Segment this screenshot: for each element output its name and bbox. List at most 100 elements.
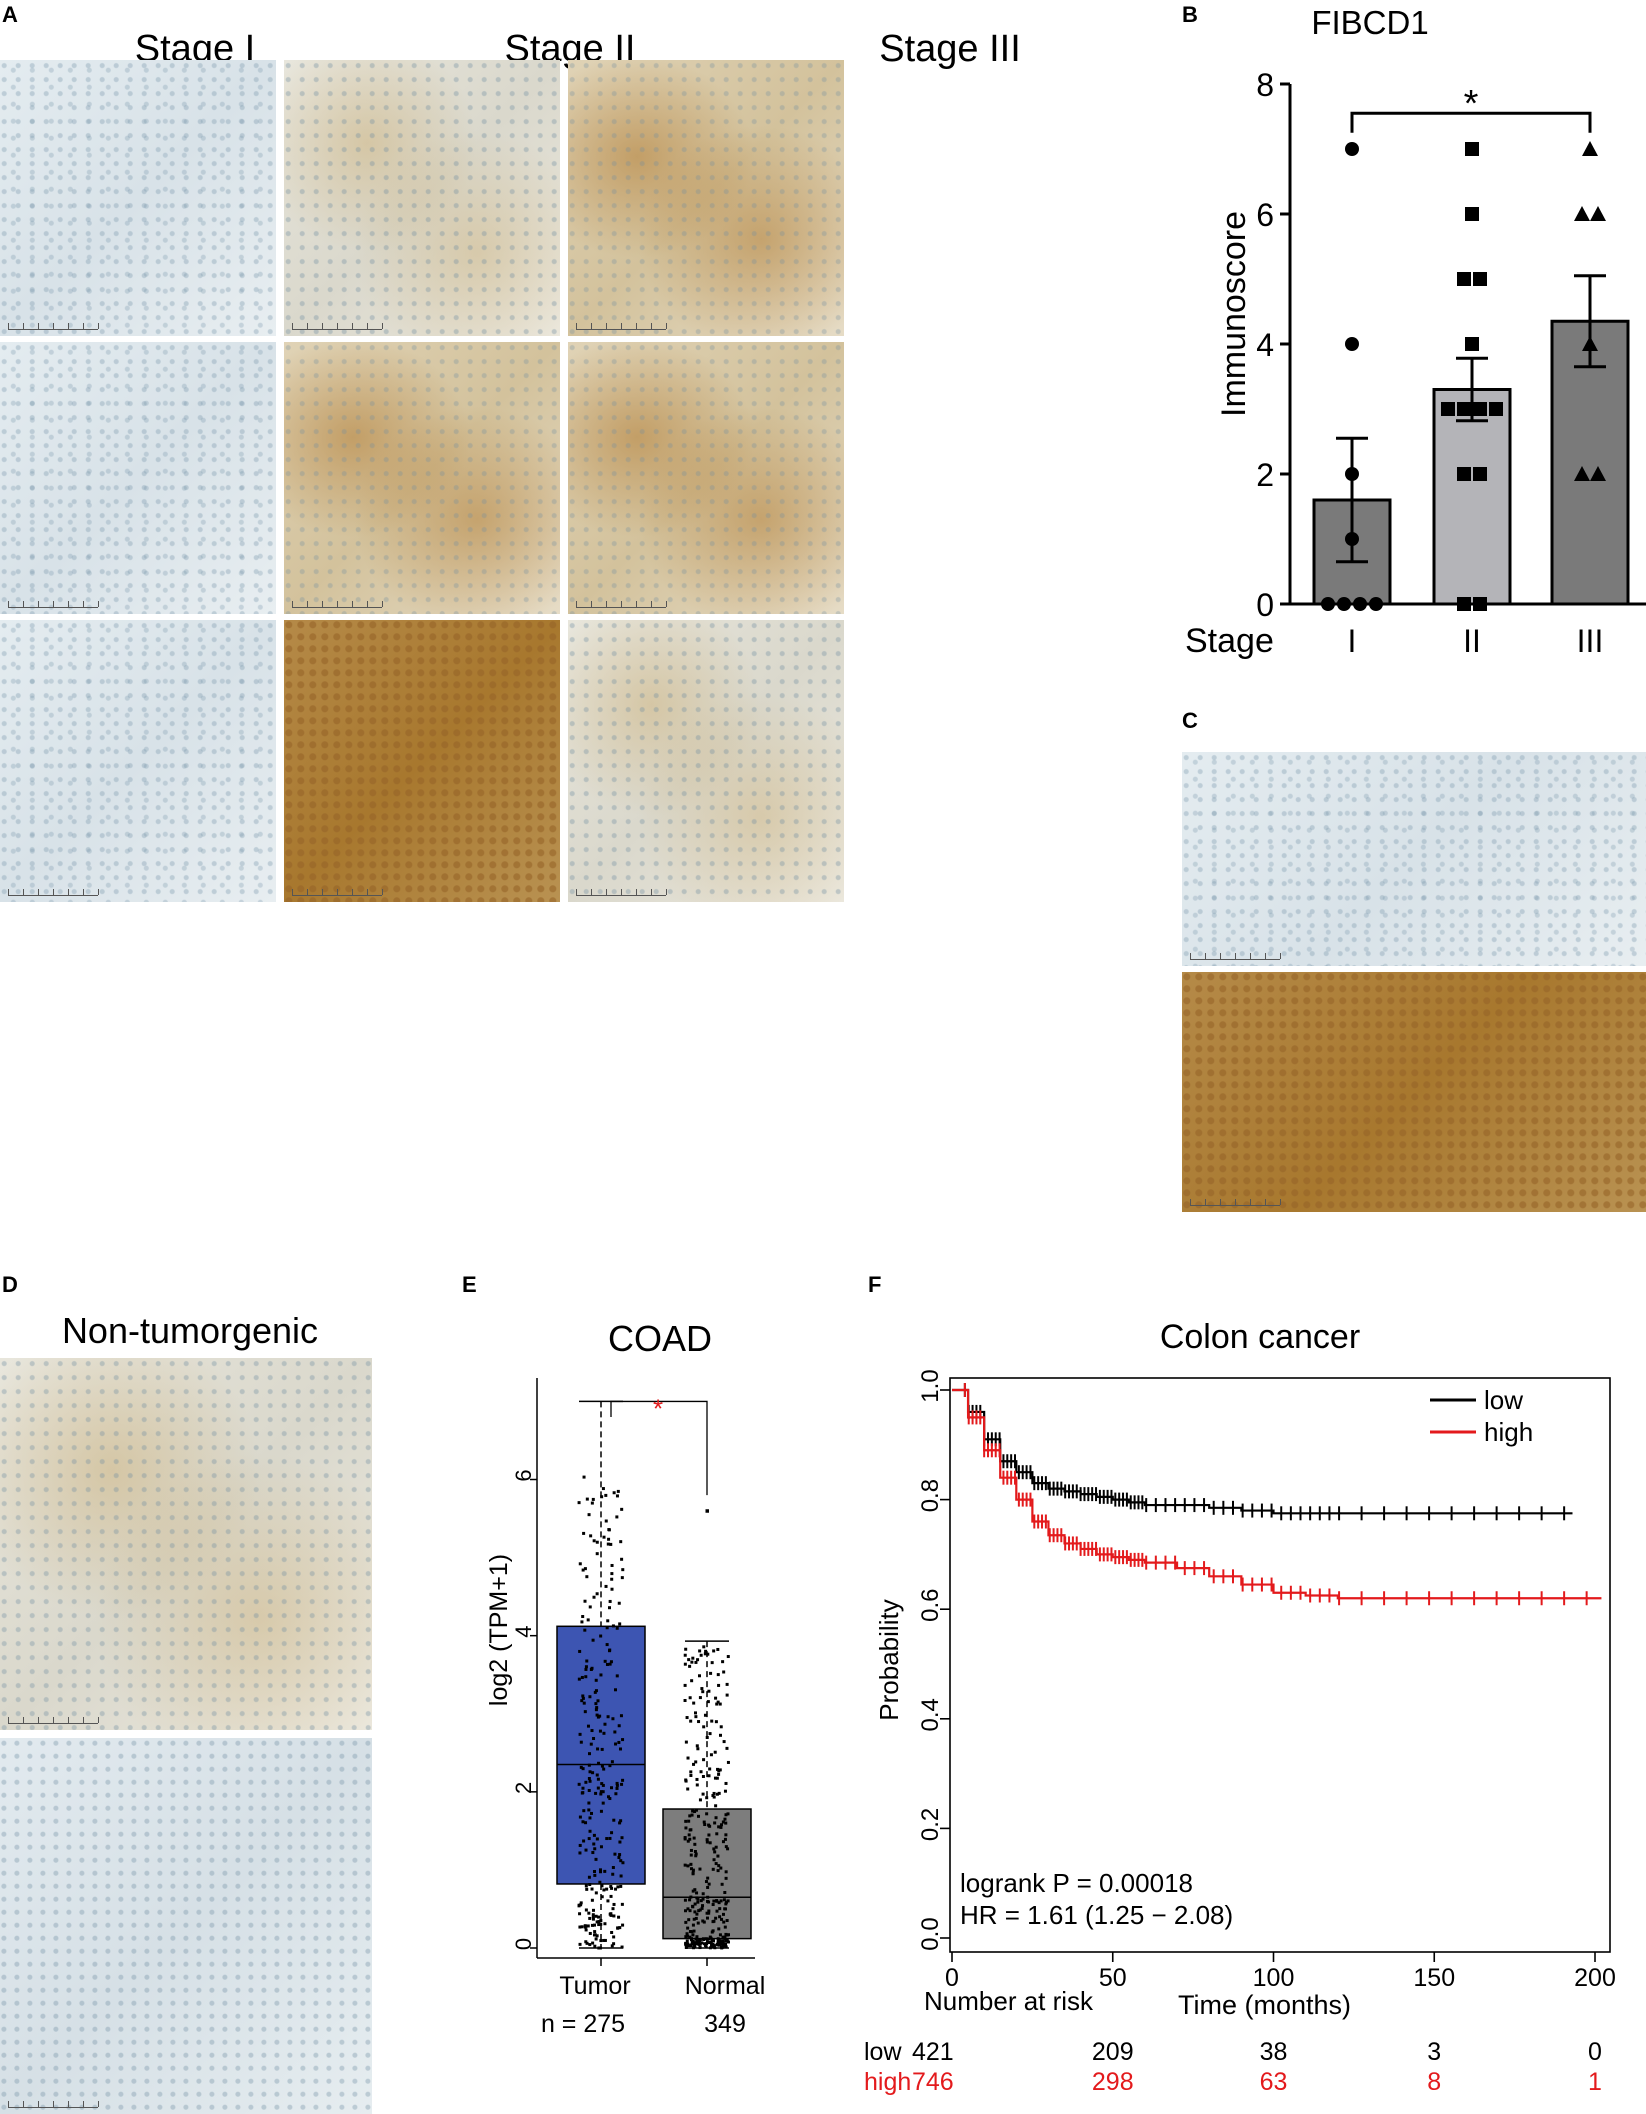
jitter-point — [581, 1696, 585, 1700]
jitter-point — [594, 1702, 598, 1706]
jitter-point — [721, 1912, 725, 1916]
jitter-point — [707, 1833, 711, 1837]
jitter-point — [724, 1942, 728, 1946]
jitter-point — [720, 1946, 724, 1950]
jitter-point — [599, 1673, 603, 1677]
jitter-point — [591, 1497, 595, 1501]
jitter-point — [606, 1899, 610, 1903]
jitter-point — [620, 1576, 624, 1580]
scale-bar — [576, 601, 667, 608]
jitter-point — [687, 1658, 691, 1662]
chart-e-title: COAD — [607, 1318, 712, 1359]
jitter-point — [602, 1535, 606, 1539]
kaplan-meier-plot: Probability Time (months) logrank P = 0.… — [864, 1369, 1616, 2096]
jitter-point — [591, 1915, 595, 1919]
jitter-point — [584, 1667, 588, 1671]
jitter-point — [580, 1699, 584, 1703]
jitter-point — [686, 1756, 690, 1760]
significance-bracket — [610, 1400, 708, 1496]
panel-b-label: B — [1182, 2, 1198, 27]
jitter-point — [618, 1821, 622, 1825]
jitter-point — [698, 1867, 702, 1871]
jitter-point — [701, 1792, 705, 1796]
y-tick-label: 4 — [1256, 327, 1274, 363]
jitter-point — [701, 1690, 705, 1694]
jitter-point — [726, 1940, 730, 1944]
jitter-point — [722, 1944, 726, 1948]
jitter-point — [596, 1786, 600, 1790]
x-tick-label: 100 — [1253, 1964, 1295, 1992]
jitter-point — [687, 1819, 691, 1823]
jitter-point — [716, 1854, 720, 1858]
jitter-point — [610, 1930, 614, 1934]
jitter-point — [586, 1924, 590, 1928]
stage-i-image-3 — [0, 620, 276, 902]
jitter-point — [693, 1910, 697, 1914]
jitter-point — [724, 1781, 728, 1785]
jitter-point — [595, 1552, 599, 1556]
jitter-point — [595, 1706, 599, 1710]
jitter-point — [696, 1921, 700, 1925]
data-point — [1582, 336, 1598, 351]
jitter-point — [708, 1767, 712, 1771]
cell-line-image-positive — [1182, 972, 1646, 1212]
jitter-point — [689, 1862, 693, 1866]
risk-value: 63 — [1260, 2068, 1288, 2096]
jitter-point — [699, 1770, 703, 1774]
jitter-point — [609, 1660, 613, 1664]
jitter-point — [578, 1942, 582, 1946]
jitter-point — [701, 1897, 705, 1901]
scale-bar — [292, 323, 383, 330]
jitter-point — [686, 1907, 690, 1911]
jitter-point — [603, 1659, 607, 1663]
jitter-point — [696, 1942, 700, 1946]
jitter-point — [723, 1935, 727, 1939]
jitter-point — [584, 1884, 588, 1888]
jitter-point — [600, 1764, 604, 1768]
coad-box-plot: log2 (TPM+1) 0 2 4 6 Tumor n = 275 Normal 349 * — [485, 1378, 765, 2038]
jitter-point — [726, 1933, 730, 1937]
jitter-point — [694, 1937, 698, 1941]
jitter-point — [722, 1670, 726, 1674]
jitter-point — [599, 1845, 603, 1849]
jitter-point — [689, 1848, 693, 1852]
scale-bar — [1190, 1199, 1281, 1206]
jitter-point — [719, 1725, 723, 1729]
jitter-point — [713, 1776, 717, 1780]
jitter-point — [619, 1819, 623, 1823]
jitter-point — [701, 1937, 705, 1941]
jitter-point — [684, 1647, 688, 1651]
jitter-point — [721, 1820, 725, 1824]
data-point — [1441, 402, 1455, 416]
jitter-point — [683, 1662, 687, 1666]
jitter-point — [615, 1626, 619, 1630]
jitter-point — [591, 1941, 595, 1945]
jitter-point — [578, 1649, 582, 1653]
jitter-point — [588, 1605, 592, 1609]
jitter-point — [691, 1889, 695, 1893]
jitter-point — [724, 1907, 728, 1911]
jitter-point — [605, 1662, 609, 1666]
jitter-point — [619, 1874, 623, 1878]
jitter-point — [695, 1744, 699, 1748]
jitter-point — [600, 1895, 604, 1899]
non-tumorgenic-image-1 — [0, 1358, 372, 1730]
jitter-point — [605, 1626, 609, 1630]
data-point — [1574, 206, 1590, 221]
jitter-point — [692, 1836, 696, 1840]
scale-bar — [8, 601, 99, 608]
jitter-point — [716, 1700, 720, 1704]
jitter-point — [613, 1852, 617, 1856]
jitter-point — [608, 1764, 612, 1768]
jitter-point — [587, 1801, 591, 1805]
jitter-point — [718, 1907, 722, 1911]
jitter-point — [686, 1934, 690, 1938]
jitter-point — [692, 1929, 696, 1933]
jitter-point — [594, 1678, 598, 1682]
chart-f-ylabel: Probability — [874, 1599, 904, 1720]
jitter-point — [686, 1926, 690, 1930]
jitter-point — [582, 1809, 586, 1813]
data-point — [1345, 142, 1359, 156]
jitter-point — [587, 1788, 591, 1792]
jitter-point — [693, 1902, 697, 1906]
